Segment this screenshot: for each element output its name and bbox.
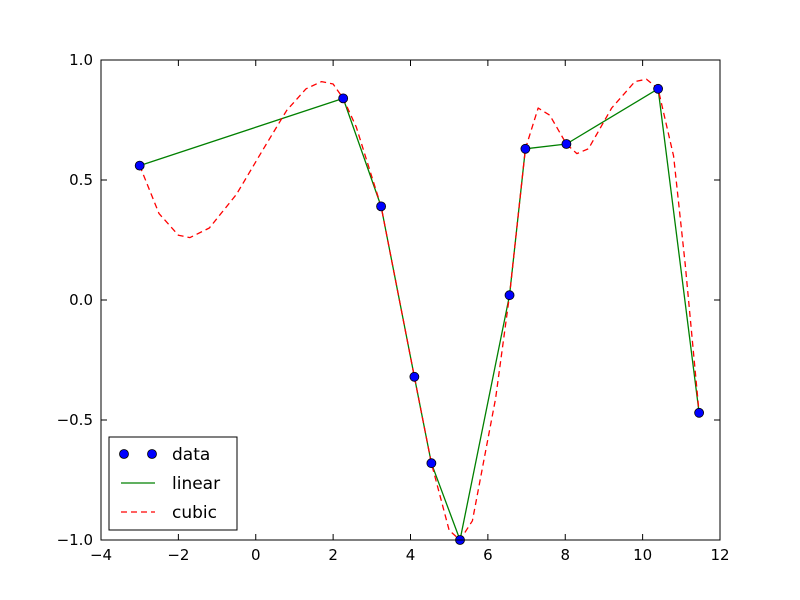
legend-label-linear: linear bbox=[172, 474, 220, 494]
y-tick-label: 1.0 bbox=[69, 51, 93, 69]
plot-area bbox=[134, 78, 705, 545]
x-tick-label: 8 bbox=[560, 546, 570, 564]
x-tick-label: 4 bbox=[406, 546, 416, 564]
series-line-cubic bbox=[139, 78, 700, 540]
data-point bbox=[134, 160, 145, 171]
y-tick-label: −0.5 bbox=[57, 411, 93, 429]
series-line-linear bbox=[139, 88, 700, 540]
x-tick-label: 10 bbox=[633, 546, 652, 564]
data-point bbox=[338, 93, 349, 104]
legend-label-data: data bbox=[172, 445, 210, 465]
data-point bbox=[694, 407, 705, 418]
data-point bbox=[376, 201, 386, 212]
legend: data linear cubic bbox=[108, 436, 238, 531]
legend-marker-data bbox=[119, 449, 129, 459]
legend-label-cubic: cubic bbox=[172, 503, 217, 523]
axes: −4 −2 0 2 4 6 8 10 12 −1.0 −0.5 0.0 0.5 1.0 bbox=[57, 51, 730, 564]
data-point bbox=[653, 83, 663, 94]
data-point bbox=[504, 290, 515, 301]
data-point bbox=[561, 139, 572, 149]
x-tick-label: 0 bbox=[251, 546, 261, 564]
data-point bbox=[409, 371, 420, 382]
y-tick-label: 0.5 bbox=[69, 171, 93, 189]
x-tick-label: −4 bbox=[90, 546, 112, 564]
data-point bbox=[426, 458, 437, 469]
x-tick-label: 6 bbox=[483, 546, 493, 564]
y-tick-label: 0.0 bbox=[69, 291, 93, 309]
y-tick-label: −1.0 bbox=[57, 531, 93, 549]
x-tick-label: −2 bbox=[167, 546, 189, 564]
series-group bbox=[139, 78, 700, 540]
legend-marker-data bbox=[147, 449, 157, 459]
data-point bbox=[520, 143, 531, 154]
x-tick-label: 2 bbox=[328, 546, 338, 564]
x-tick-label: 12 bbox=[710, 546, 729, 564]
